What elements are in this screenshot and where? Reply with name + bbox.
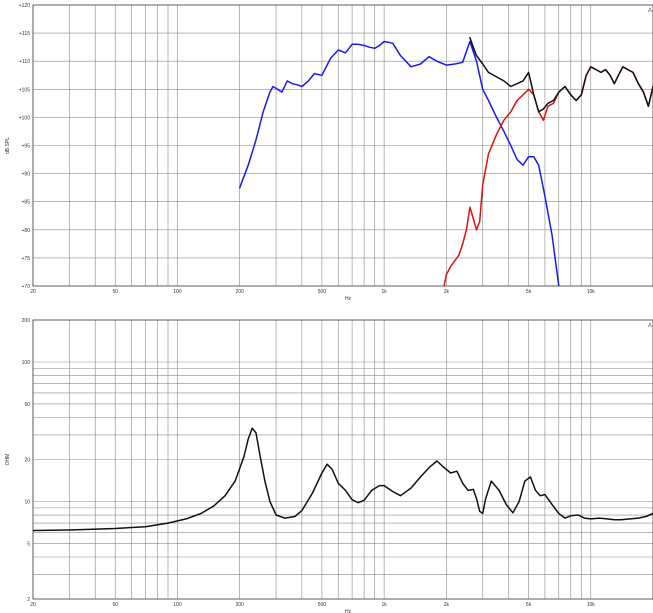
y-tick-label: 50 — [24, 402, 30, 408]
y-axis-label: dB SPL — [5, 137, 11, 154]
y-tick-label: +105 — [19, 87, 30, 93]
x-axis-label: Hz — [345, 609, 352, 613]
x-tick-label: 20 — [30, 602, 36, 608]
y-tick-label: +115 — [19, 31, 30, 37]
series-line — [33, 427, 653, 532]
x-tick-label: 500 — [318, 289, 327, 295]
corner-mark: A — [648, 8, 652, 14]
y-tick-label: +100 — [19, 115, 30, 121]
x-tick-label: 5k — [526, 289, 532, 295]
x-tick-label: 50 — [112, 602, 118, 608]
series-line — [469, 36, 653, 113]
y-tick-label: +70 — [22, 284, 31, 290]
y-axis-label: OHM — [5, 454, 11, 466]
x-tick-label: 5k — [526, 602, 532, 608]
y-tick-label: +95 — [22, 144, 31, 150]
x-tick-label: 2k — [444, 602, 450, 608]
x-tick-label: 10k — [587, 602, 596, 608]
x-tick-label: 1k — [381, 289, 387, 295]
x-tick-label: 1k — [381, 602, 387, 608]
x-tick-label: 100 — [173, 289, 182, 295]
series-line — [238, 40, 560, 286]
y-tick-label: 5 — [27, 541, 30, 547]
y-tick-label: +120 — [19, 3, 30, 9]
x-tick-label: 200 — [235, 602, 244, 608]
spl-chart-panel: 20 50 100 200 500 1k 2k 5k 10k +120 +115 +110 +105 +1… — [5, 3, 653, 302]
x-tick-label: 2k — [444, 289, 450, 295]
x-tick-label: 100 — [173, 602, 182, 608]
y-tick-label: +90 — [22, 172, 31, 178]
x-tick-label: 10k — [587, 289, 596, 295]
y-tick-label: 100 — [22, 360, 31, 366]
y-tick-label: 10 — [24, 499, 30, 505]
x-tick-label: 50 — [112, 289, 118, 295]
x-tick-label: 200 — [235, 289, 244, 295]
y-tick-label: 200 — [22, 318, 31, 324]
x-tick-label: 20 — [30, 289, 36, 295]
y-tick-label: +85 — [22, 200, 31, 206]
x-tick-label: 500 — [318, 602, 327, 608]
y-tick-label: 20 — [24, 458, 30, 464]
y-tick-label: +75 — [22, 256, 31, 262]
y-tick-label: +110 — [19, 59, 30, 65]
x-axis-label: Hz — [345, 296, 352, 302]
y-tick-label: 2 — [27, 597, 30, 603]
corner-mark: A — [648, 323, 652, 329]
series-line — [443, 66, 653, 286]
y-tick-label: +80 — [22, 228, 31, 234]
impedance-chart-panel: 20 50 100 200 500 1k 2k 5k 10k 200 100 50 20 10 5 2 Hz OH… — [5, 318, 653, 613]
plot-frame — [32, 4, 653, 287]
plot-frame — [32, 319, 653, 600]
